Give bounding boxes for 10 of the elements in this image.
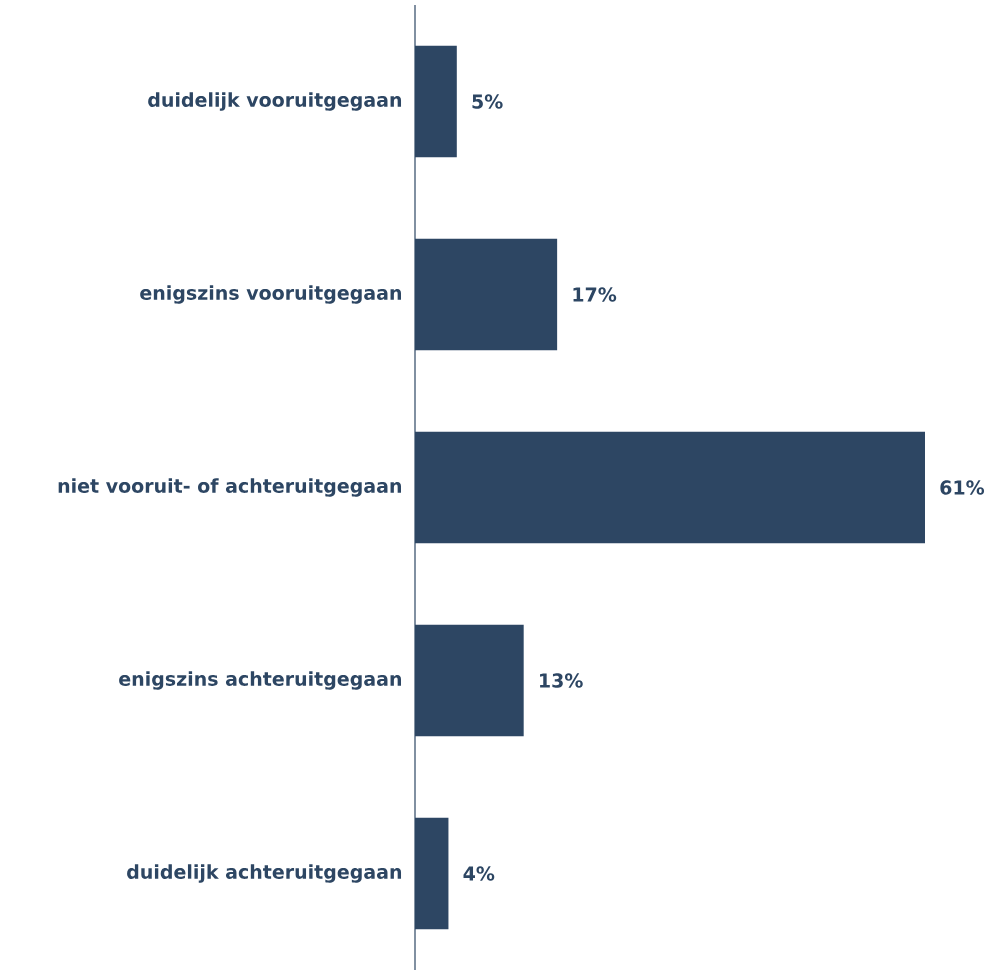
y-tick-label: enigszins vooruitgegaan: [140, 285, 401, 304]
data-label: 13%: [540, 673, 583, 688]
y-tick-label: niet vooruit- of achteruitgegaan: [58, 478, 401, 497]
y-tick-label: enigszins achteruitgegaan: [119, 671, 401, 690]
y-tick-label: duidelijk vooruitgegaan: [148, 92, 402, 111]
data-label: 4%: [463, 866, 495, 881]
data-label: 17%: [573, 287, 617, 302]
data-label: 61%: [940, 480, 985, 495]
y-tick-label: duidelijk achteruitgegaan: [127, 864, 402, 883]
data-label: 5%: [472, 94, 503, 109]
